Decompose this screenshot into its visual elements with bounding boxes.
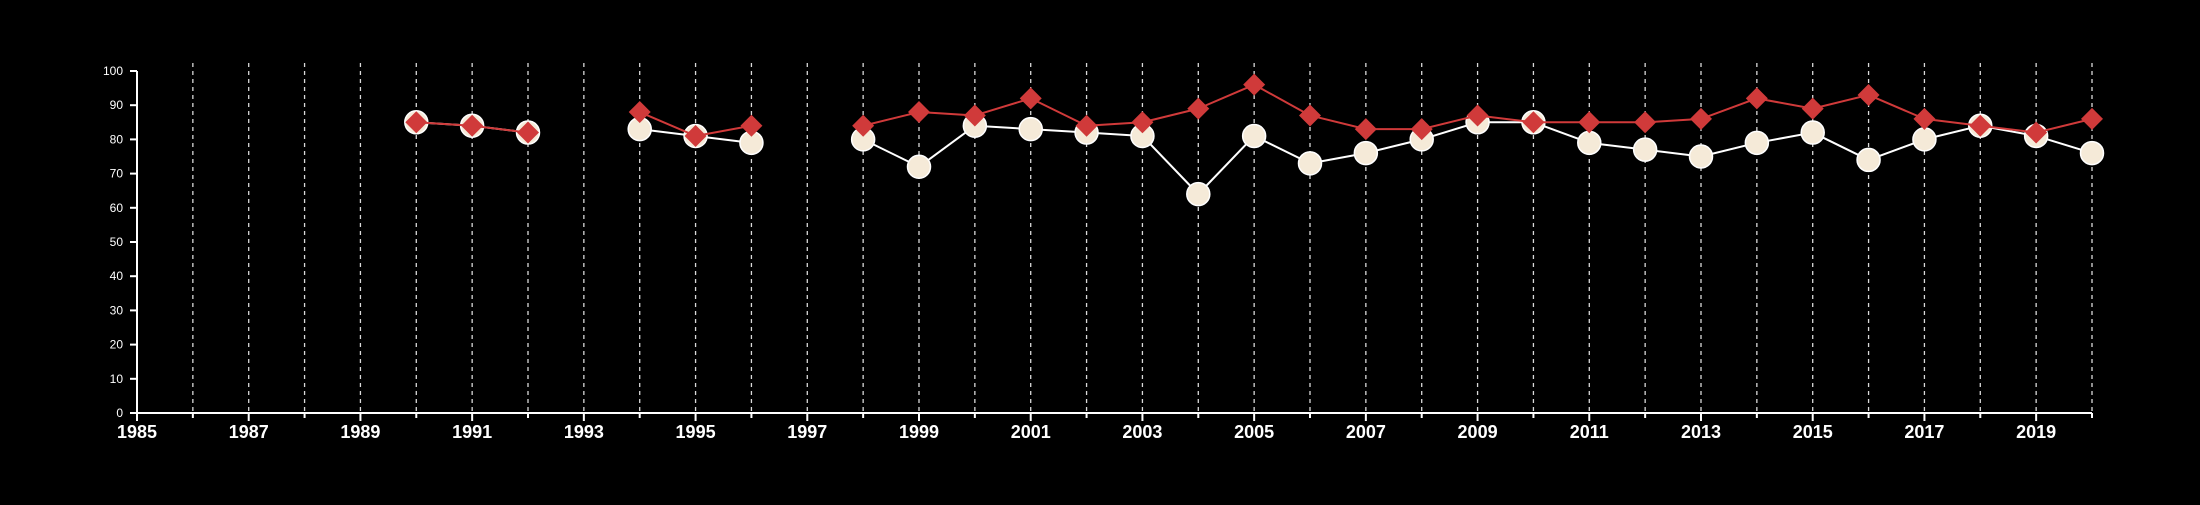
- series-1-point-2008: [1410, 118, 1433, 141]
- series-1-point-2016: [1857, 83, 1880, 106]
- x-tick-label-2003: 2003: [1122, 422, 1162, 442]
- series-1-segment-2017: [1868, 94, 1925, 120]
- series-1-point-1990: [405, 111, 428, 134]
- axes: 0 10 20 30 40 50 60 70 80 90 100 1985 1987 1989 1991 19…: [103, 64, 2093, 442]
- series-0-point-1999: [906, 154, 932, 180]
- x-tick-label-1997: 1997: [787, 422, 827, 442]
- x-tick-label-1995: 1995: [676, 422, 716, 442]
- y-tick-label-0: 0: [116, 406, 123, 420]
- series-1-point-1999: [908, 101, 930, 124]
- series-1-segment-2002: [1030, 97, 1088, 127]
- series-1-point-1994: [628, 101, 651, 124]
- series-0-point-2001: [1018, 116, 1043, 142]
- x-tick-label-1989: 1989: [340, 422, 380, 442]
- series-1-point-1998: [852, 114, 875, 137]
- series-0-point-2007: [1353, 140, 1379, 166]
- y-tick-label-70: 70: [110, 167, 124, 181]
- series-1-segment-1999: [862, 111, 920, 127]
- series-1-point-2019: [2025, 121, 2048, 144]
- series-1-point-2018: [1969, 114, 1992, 137]
- series-1-point-1996: [740, 114, 763, 137]
- x-tick-label-2001: 2001: [1011, 422, 1051, 442]
- x-tick-label-1985: 1985: [117, 422, 157, 442]
- x-tick-label-2017: 2017: [1904, 422, 1944, 442]
- series-0-point-2004: [1186, 181, 1211, 207]
- series-1-point-1992: [517, 121, 539, 144]
- series-1-point-2011: [1578, 111, 1601, 134]
- x-tick-label-1987: 1987: [229, 422, 269, 442]
- series-1-point-2003: [1131, 111, 1154, 134]
- x-tick-label-2009: 2009: [1458, 422, 1498, 442]
- y-tick-label-90: 90: [110, 98, 124, 112]
- series-1-point-2000: [963, 104, 986, 127]
- series-0-point-2015: [1800, 120, 1825, 145]
- y-tick-label-10: 10: [110, 372, 124, 386]
- series-0-segment-2005: [1197, 135, 1255, 195]
- series-1-point-1991: [461, 114, 484, 137]
- series-1-point-2002: [1075, 114, 1098, 137]
- series-1-point-2010: [1522, 111, 1545, 134]
- series-1-point-2012: [1634, 111, 1657, 134]
- series-1-segment-1995: [639, 111, 696, 137]
- series-1-segment-2014: [1700, 97, 1758, 120]
- series-1-point-2017: [1913, 107, 1936, 130]
- series-1-segment-2016: [1812, 93, 1869, 110]
- y-tick-label-60: 60: [110, 201, 124, 215]
- series-0-point-2006: [1297, 151, 1323, 176]
- y-tick-label-100: 100: [103, 64, 123, 78]
- series-1-segment-2006: [1253, 83, 1311, 117]
- series-1-segment-2015: [1756, 97, 1813, 110]
- series-1-point-2001: [1019, 87, 1042, 110]
- y-tick-label-30: 30: [110, 303, 124, 317]
- series-1-point-2020: [2081, 107, 2103, 130]
- series-0-point-2017: [1912, 127, 1937, 152]
- x-tick-label-2013: 2013: [1681, 422, 1721, 442]
- series-layer: [404, 73, 2105, 207]
- series-1-point-2015: [1801, 97, 1824, 120]
- x-tick-label-2015: 2015: [1793, 422, 1833, 442]
- series-0-segment-2004: [1141, 135, 1200, 195]
- x-tick-label-1993: 1993: [564, 422, 604, 442]
- series-1-point-2005: [1243, 73, 1266, 96]
- series-0-point-2020: [2079, 140, 2105, 166]
- x-tick-label-2011: 2011: [1570, 422, 1609, 442]
- y-tick-label-40: 40: [110, 269, 124, 283]
- x-tick-label-1991: 1991: [452, 422, 492, 442]
- series-1-point-2013: [1690, 107, 1712, 130]
- series-0-point-2016: [1856, 147, 1881, 173]
- y-tick-label-20: 20: [110, 338, 124, 352]
- series-1-segment-2001: [974, 97, 1032, 117]
- series-0-point-2012: [1632, 137, 1658, 162]
- series-1-point-2004: [1187, 97, 1210, 120]
- x-tick-label-2019: 2019: [2016, 422, 2056, 442]
- series-1-segment-1996: [695, 124, 752, 137]
- x-tick-label-2005: 2005: [1234, 422, 1274, 442]
- series-1-point-2014: [1745, 87, 1768, 110]
- series-1-segment-2005: [1197, 83, 1255, 110]
- series-1-segment-2009: [1421, 114, 1478, 131]
- series-0-point-2014: [1744, 130, 1770, 156]
- x-tick-label-2007: 2007: [1346, 422, 1386, 442]
- series-1-point-2006: [1299, 104, 1321, 127]
- series-1-segment-2020: [2035, 117, 2093, 134]
- series-1-segment-2004: [1142, 107, 1199, 124]
- y-tick-label-50: 50: [110, 235, 124, 249]
- series-1-point-2009: [1466, 104, 1489, 127]
- series-1-point-2007: [1354, 118, 1377, 141]
- series-1-segment-2007: [1309, 114, 1367, 131]
- y-tick-label-80: 80: [110, 132, 124, 146]
- series-0-point-2013: [1688, 144, 1714, 169]
- series-1-point-1995: [684, 124, 707, 147]
- x-tick-label-1999: 1999: [899, 422, 939, 442]
- series-0-point-2005: [1241, 123, 1267, 149]
- series-0-point-2011: [1577, 130, 1602, 156]
- series-1: [405, 73, 2103, 147]
